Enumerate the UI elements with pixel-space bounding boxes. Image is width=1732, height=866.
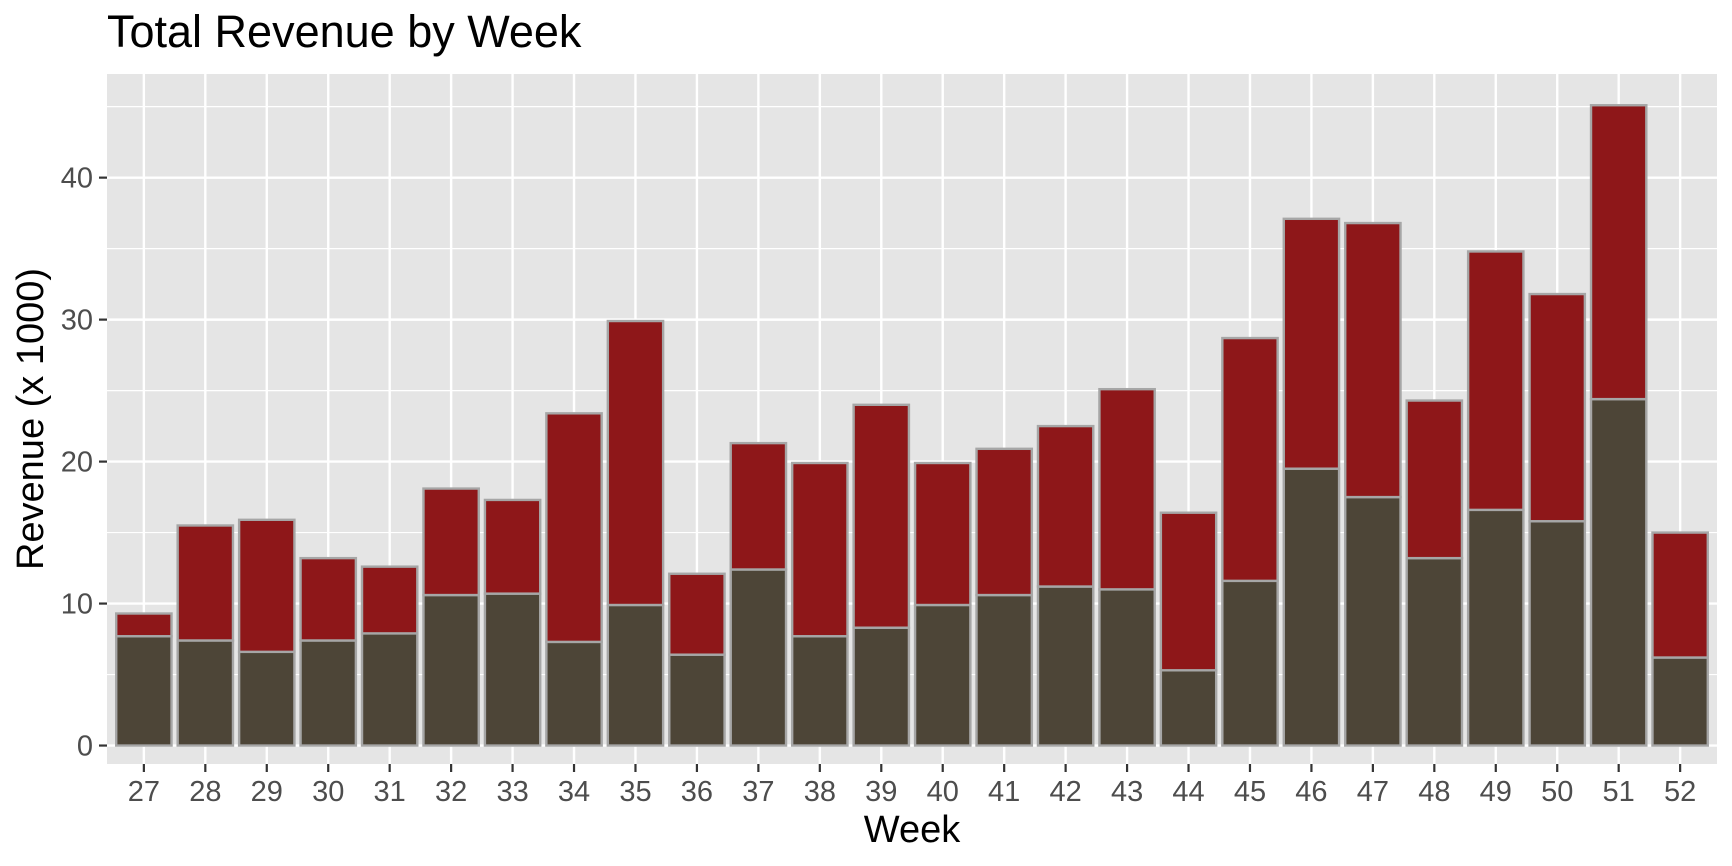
- bar-segment-week-36-series-2: [668, 572, 726, 656]
- bar-segment-week-47-series-2: [1344, 221, 1402, 499]
- bar-segment-week-50-series-1: [1528, 520, 1587, 747]
- bar-segment-week-38-series-2: [790, 461, 849, 638]
- bar-segment-week-42-series-1: [1036, 585, 1095, 747]
- x-tick-label: 28: [189, 776, 221, 808]
- bar-segment-week-46-series-1: [1282, 467, 1341, 747]
- x-tick-label: 42: [1049, 776, 1081, 808]
- bars: [115, 104, 1709, 747]
- bar-segment-week-37-series-1: [729, 568, 788, 747]
- bar-segment-week-39-series-1: [852, 626, 911, 747]
- bar-segment-week-50-series-2: [1528, 292, 1587, 523]
- x-tick-label: 31: [374, 776, 406, 808]
- bar-segment-week-46-series-2: [1282, 217, 1341, 470]
- y-tick-label: 0: [77, 731, 93, 763]
- y-tick-label: 30: [61, 305, 93, 337]
- bar-segment-week-36-series-1: [668, 653, 726, 747]
- x-tick-label: 43: [1111, 776, 1143, 808]
- x-tick-label: 36: [681, 776, 713, 808]
- bar-segment-week-48-series-2: [1405, 399, 1464, 560]
- bar-segment-week-35-series-1: [606, 603, 665, 747]
- x-tick-label: 47: [1357, 776, 1389, 808]
- bar-segment-week-32-series-1: [422, 593, 480, 747]
- bar-segment-week-51-series-2: [1589, 104, 1648, 401]
- bar-segment-week-35-series-2: [606, 319, 665, 607]
- bar-segment-week-44-series-1: [1159, 669, 1218, 747]
- bar-segment-week-29-series-2: [237, 518, 296, 654]
- x-tick-label: 37: [742, 776, 774, 808]
- bar-segment-week-47-series-1: [1344, 495, 1402, 747]
- bar-segment-week-40-series-2: [913, 461, 972, 607]
- bar-segment-week-31-series-2: [360, 565, 419, 635]
- bar-segment-week-30-series-2: [299, 556, 358, 642]
- bar-segment-week-45-series-2: [1221, 336, 1279, 583]
- bar-segment-week-40-series-1: [913, 603, 972, 747]
- bar-segment-week-31-series-1: [360, 632, 419, 747]
- x-tick-label: 50: [1541, 776, 1573, 808]
- bar-segment-week-42-series-2: [1036, 424, 1095, 588]
- x-tick-label: 30: [312, 776, 344, 808]
- x-tick-label: 32: [435, 776, 467, 808]
- x-tick-label: 27: [128, 776, 160, 808]
- y-tick-label: 10: [61, 589, 93, 621]
- x-tick-label: 52: [1664, 776, 1696, 808]
- bar-segment-week-44-series-2: [1159, 511, 1218, 672]
- x-tick-label: 33: [496, 776, 528, 808]
- bar-segment-week-43-series-1: [1098, 588, 1156, 747]
- bar-segment-week-52-series-2: [1651, 531, 1709, 659]
- x-tick-label: 35: [619, 776, 651, 808]
- bar-segment-week-34-series-1: [545, 640, 603, 747]
- bar-segment-week-43-series-2: [1098, 387, 1156, 591]
- bar-segment-week-30-series-1: [299, 639, 358, 747]
- x-tick-label: 41: [988, 776, 1020, 808]
- x-tick-label: 46: [1295, 776, 1327, 808]
- bar-segment-week-51-series-1: [1589, 397, 1648, 747]
- bar-segment-week-48-series-1: [1405, 556, 1464, 747]
- x-tick-label: 39: [865, 776, 897, 808]
- y-axis: 0 10 20 30 40: [61, 163, 107, 763]
- x-tick-label: 49: [1480, 776, 1512, 808]
- x-axis: 27 28 29 30 31 32 33 34 35 36 37 38 39 40 41 42 43 44 45 46…: [128, 764, 1696, 808]
- bar-segment-week-32-series-2: [422, 487, 480, 597]
- y-tick-label: 40: [61, 163, 93, 195]
- x-axis-title: Week: [864, 809, 961, 851]
- bar-segment-week-28-series-2: [176, 524, 235, 642]
- chart-title: Total Revenue by Week: [107, 6, 582, 57]
- x-tick-label: 45: [1234, 776, 1266, 808]
- x-tick-label: 51: [1603, 776, 1635, 808]
- bar-segment-week-49-series-1: [1466, 508, 1525, 747]
- x-tick-label: 44: [1172, 776, 1204, 808]
- y-axis-title: Revenue (x 1000): [10, 268, 52, 570]
- x-tick-label: 38: [804, 776, 836, 808]
- bar-segment-week-37-series-2: [729, 441, 788, 571]
- x-tick-label: 29: [251, 776, 283, 808]
- bar-segment-week-28-series-1: [176, 639, 235, 747]
- bar-segment-week-34-series-2: [545, 412, 603, 644]
- y-tick-label: 20: [61, 447, 93, 479]
- bar-segment-week-33-series-1: [483, 592, 542, 747]
- x-tick-label: 40: [927, 776, 959, 808]
- bar-segment-week-41-series-2: [975, 447, 1034, 597]
- bar-segment-week-52-series-1: [1651, 656, 1709, 747]
- x-tick-label: 48: [1418, 776, 1450, 808]
- bar-segment-week-41-series-1: [975, 593, 1034, 747]
- bar-segment-week-45-series-1: [1221, 579, 1279, 747]
- bar-segment-week-27-series-2: [115, 612, 173, 638]
- bar-segment-week-39-series-2: [852, 403, 911, 629]
- bar-segment-week-49-series-2: [1466, 250, 1525, 512]
- bar-segment-week-33-series-2: [483, 498, 542, 595]
- bar-segment-week-27-series-1: [115, 635, 173, 747]
- x-tick-label: 34: [558, 776, 590, 808]
- bar-segment-week-29-series-1: [237, 650, 296, 747]
- bar-segment-week-38-series-1: [790, 635, 849, 747]
